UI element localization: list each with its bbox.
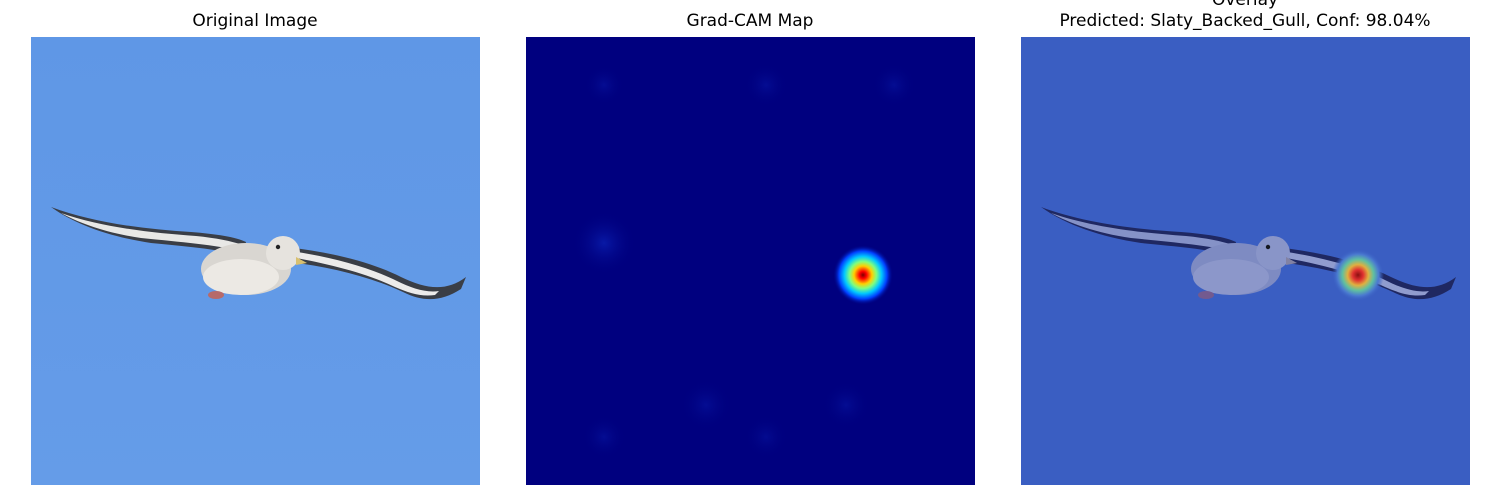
overlay-title: Overlay Predicted: Slaty_Backed_Gull, Co… — [1059, 0, 1431, 31]
gradcam-heatmap — [526, 37, 975, 485]
gull-photo — [31, 37, 480, 485]
original-image-panel — [31, 37, 480, 485]
gradcam-map-panel — [526, 37, 975, 485]
overlay-image — [1021, 37, 1470, 485]
original-image-title: Original Image — [192, 11, 318, 31]
gradcam-map-title: Grad-CAM Map — [686, 11, 814, 31]
overlay-panel — [1021, 37, 1470, 485]
gull — [51, 207, 466, 300]
heatmap-hotspot — [833, 245, 893, 305]
overlay-hotspot — [1332, 249, 1384, 301]
